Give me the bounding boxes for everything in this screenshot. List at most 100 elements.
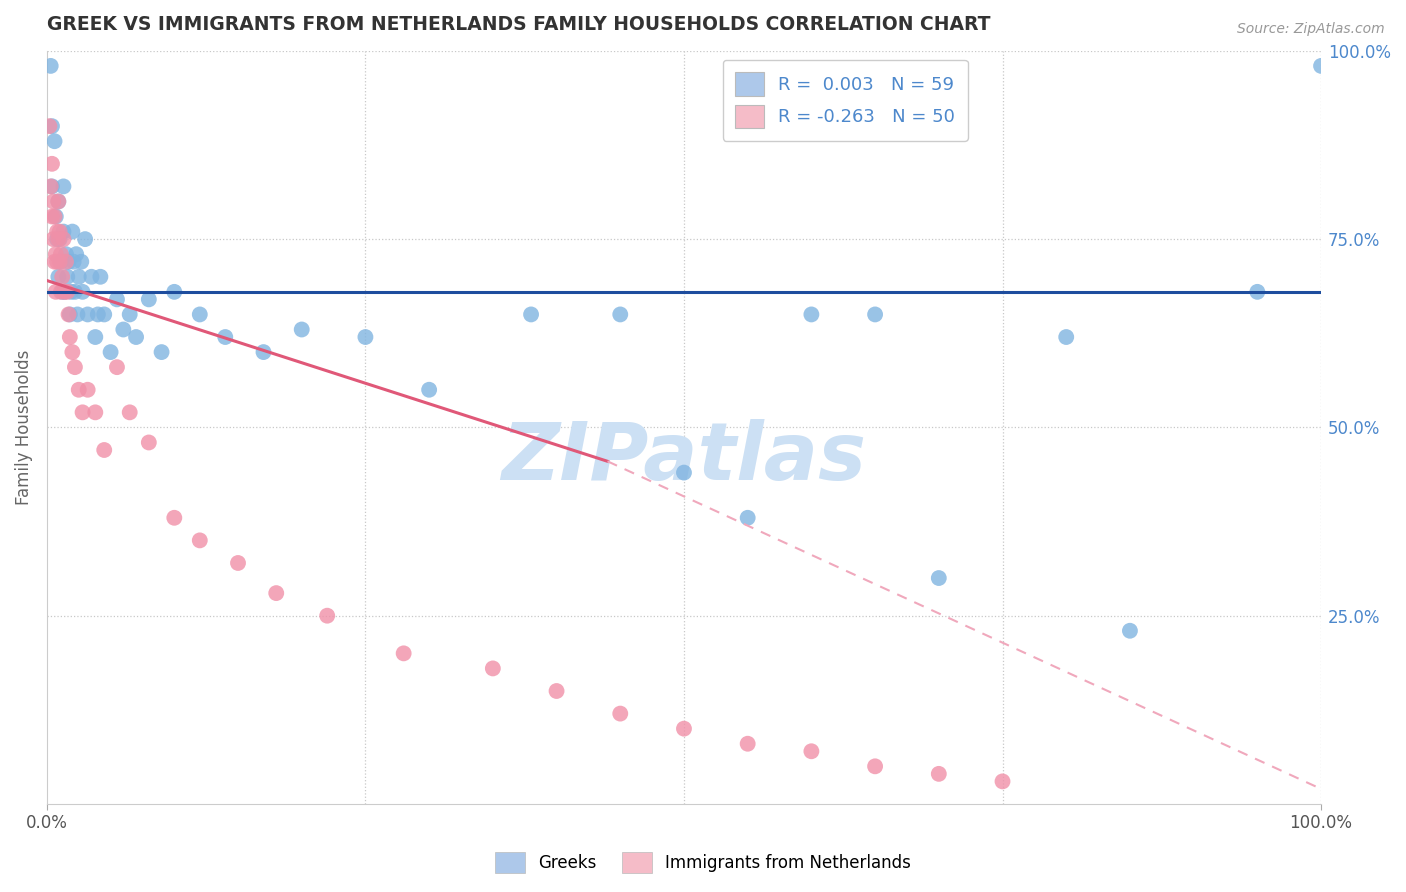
- Point: [76, 383, 98, 397]
- Point: [41, 157, 63, 171]
- Point: [52, 232, 75, 246]
- Point: [87, 308, 110, 322]
- Point: [44, 210, 66, 224]
- Point: [63, 285, 86, 299]
- Point: [609, 308, 631, 322]
- Point: [100, 345, 122, 359]
- Point: [65, 247, 87, 261]
- Point: [66, 308, 89, 322]
- Point: [1054, 330, 1077, 344]
- Point: [49, 285, 72, 299]
- Point: [546, 684, 568, 698]
- Point: [72, 285, 94, 299]
- Point: [45, 285, 67, 299]
- Point: [672, 466, 695, 480]
- Point: [163, 285, 186, 299]
- Point: [53, 285, 76, 299]
- Point: [188, 533, 211, 548]
- Point: [59, 308, 82, 322]
- Point: [42, 232, 65, 246]
- Y-axis label: Family Households: Family Households: [15, 350, 32, 505]
- Point: [928, 571, 950, 585]
- Point: [138, 435, 160, 450]
- Point: [39, 179, 62, 194]
- Point: [76, 308, 98, 322]
- Point: [520, 308, 543, 322]
- Point: [928, 767, 950, 781]
- Point: [58, 254, 80, 268]
- Point: [48, 232, 70, 246]
- Point: [737, 510, 759, 524]
- Text: GREEK VS IMMIGRANTS FROM NETHERLANDS FAMILY HOUSEHOLDS CORRELATION CHART: GREEK VS IMMIGRANTS FROM NETHERLANDS FAM…: [46, 15, 990, 34]
- Point: [89, 269, 111, 284]
- Point: [991, 774, 1014, 789]
- Point: [609, 706, 631, 721]
- Point: [1119, 624, 1142, 638]
- Point: [105, 360, 128, 375]
- Point: [44, 134, 66, 148]
- Point: [112, 322, 135, 336]
- Point: [863, 308, 886, 322]
- Point: [72, 405, 94, 419]
- Point: [84, 405, 107, 419]
- Point: [418, 383, 440, 397]
- Point: [252, 345, 274, 359]
- Point: [52, 225, 75, 239]
- Point: [75, 232, 97, 246]
- Point: [1246, 285, 1268, 299]
- Text: Source: ZipAtlas.com: Source: ZipAtlas.com: [1237, 22, 1385, 37]
- Point: [316, 608, 339, 623]
- Point: [737, 737, 759, 751]
- Point: [48, 254, 70, 268]
- Point: [41, 210, 63, 224]
- Point: [59, 330, 82, 344]
- Point: [60, 285, 83, 299]
- Point: [800, 744, 823, 758]
- Point: [51, 285, 73, 299]
- Point: [163, 510, 186, 524]
- Point: [62, 254, 84, 268]
- Point: [800, 308, 823, 322]
- Point: [56, 269, 79, 284]
- Point: [84, 330, 107, 344]
- Point: [264, 586, 287, 600]
- Point: [150, 345, 173, 359]
- Point: [46, 232, 69, 246]
- Point: [41, 179, 63, 194]
- Point: [49, 254, 72, 268]
- Legend: Greeks, Immigrants from Netherlands: Greeks, Immigrants from Netherlands: [488, 846, 918, 880]
- Point: [52, 179, 75, 194]
- Point: [63, 360, 86, 375]
- Point: [188, 308, 211, 322]
- Legend: R =  0.003   N = 59, R = -0.263   N = 50: R = 0.003 N = 59, R = -0.263 N = 50: [723, 60, 967, 141]
- Point: [105, 293, 128, 307]
- Point: [56, 285, 79, 299]
- Point: [93, 442, 115, 457]
- Point: [55, 254, 77, 268]
- Point: [863, 759, 886, 773]
- Point: [138, 293, 160, 307]
- Point: [482, 661, 505, 675]
- Point: [226, 556, 249, 570]
- Point: [60, 225, 83, 239]
- Point: [70, 254, 93, 268]
- Point: [42, 194, 65, 209]
- Point: [60, 345, 83, 359]
- Point: [41, 119, 63, 133]
- Point: [38, 119, 60, 133]
- Point: [44, 254, 66, 268]
- Point: [45, 247, 67, 261]
- Point: [48, 194, 70, 209]
- Point: [214, 330, 236, 344]
- Point: [118, 308, 141, 322]
- Point: [48, 232, 70, 246]
- Point: [67, 269, 90, 284]
- Point: [354, 330, 377, 344]
- Point: [1310, 59, 1333, 73]
- Point: [46, 254, 69, 268]
- Text: ZIPatlas: ZIPatlas: [502, 418, 866, 497]
- Point: [392, 646, 415, 660]
- Point: [53, 285, 76, 299]
- Point: [46, 225, 69, 239]
- Point: [55, 247, 77, 261]
